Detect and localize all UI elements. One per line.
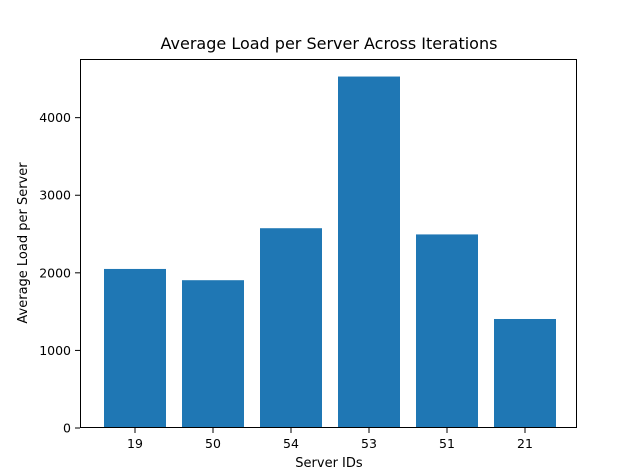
x-tick-label-50: 50 — [205, 436, 221, 451]
x-axis-label: Server IDs — [295, 456, 363, 471]
plot-frame — [80, 59, 577, 428]
y-tick-label-2000: 2000 — [39, 265, 71, 280]
bar-19 — [104, 268, 166, 428]
x-tick-label-53: 53 — [361, 436, 377, 451]
bars-group — [104, 76, 556, 428]
y-tick-label-4000: 4000 — [39, 110, 71, 125]
x-axis: 19 50 54 53 51 21 — [127, 428, 533, 451]
y-tick-label-1000: 1000 — [39, 343, 71, 358]
bar-53 — [338, 76, 400, 428]
bar-51 — [416, 234, 478, 428]
bar-21 — [494, 318, 556, 428]
y-axis-label: Average Load per Server — [16, 162, 31, 324]
x-tick-label-54: 54 — [283, 436, 299, 451]
bar-50 — [182, 280, 244, 428]
y-tick-label-3000: 3000 — [39, 188, 71, 203]
x-tick-label-51: 51 — [439, 436, 455, 451]
y-tick-label-0: 0 — [63, 421, 71, 436]
chart-title: Average Load per Server Across Iteration… — [161, 34, 498, 53]
y-axis: 0 1000 2000 3000 4000 — [39, 110, 80, 436]
x-tick-label-19: 19 — [127, 436, 143, 451]
bar-54 — [260, 228, 322, 428]
x-tick-label-21: 21 — [517, 436, 533, 451]
